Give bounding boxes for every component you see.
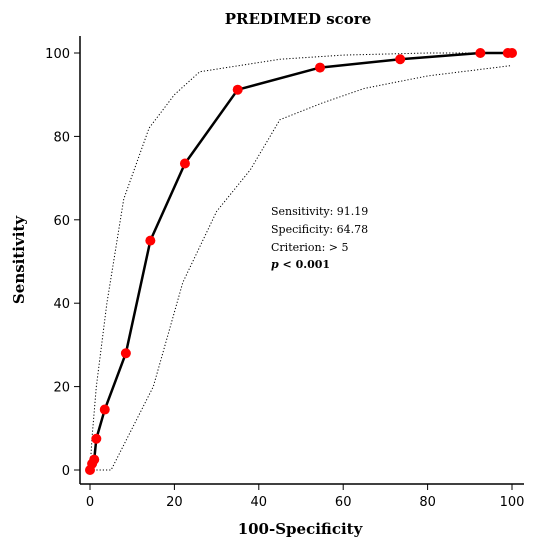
annotation-p-symbol: p [271, 258, 279, 271]
x-tick-label: 80 [419, 495, 436, 510]
x-axis-label: 100-Specificity [238, 520, 364, 538]
roc-point [179, 158, 190, 169]
y-tick-label: 20 [53, 381, 70, 396]
ci-upper-line [89, 52, 512, 471]
chart-title: PREDIMED score [225, 10, 372, 28]
y-tick-label: 60 [53, 214, 70, 229]
roc-points [85, 48, 517, 475]
roc-point [395, 54, 406, 65]
annotation-p-value: p < 0.001 [271, 258, 330, 271]
annotation-specificity: Specificity: 64.78 [271, 223, 368, 236]
x-tick-label: 40 [251, 495, 268, 510]
annotation-p-rest: < 0.001 [279, 258, 330, 271]
roc-point [145, 235, 156, 246]
annotation-criterion: Criterion: > 5 [271, 241, 349, 254]
roc-point [89, 454, 100, 465]
x-tick-label: 100 [500, 495, 525, 510]
confidence-bands [89, 52, 513, 471]
y-tick-label: 80 [53, 130, 70, 145]
roc-point [314, 62, 325, 73]
plot-area: 0 20 40 60 80 100 0 20 40 60 80 100 [45, 36, 524, 510]
y-tick-label: 100 [45, 47, 70, 62]
roc-point [232, 84, 243, 95]
x-tick-label: 0 [86, 495, 94, 510]
ticks: 0 20 40 60 80 100 0 20 40 60 80 100 [45, 47, 524, 510]
y-tick-label: 40 [53, 297, 70, 312]
x-tick-label: 20 [166, 495, 183, 510]
roc-point [91, 433, 102, 444]
roc-point [120, 348, 131, 359]
roc-point [475, 48, 486, 58]
annotation-sensitivity: Sensitivity: 91.19 [271, 205, 368, 218]
roc-point [507, 48, 517, 58]
ci-lower-line [90, 65, 513, 471]
x-tick-label: 60 [335, 495, 352, 510]
y-tick-label: 0 [62, 464, 70, 479]
y-axis-label: Sensitivity [10, 215, 28, 304]
annotation-block: Sensitivity: 91.19 Specificity: 64.78 Cr… [271, 205, 368, 271]
roc-point [99, 404, 110, 415]
